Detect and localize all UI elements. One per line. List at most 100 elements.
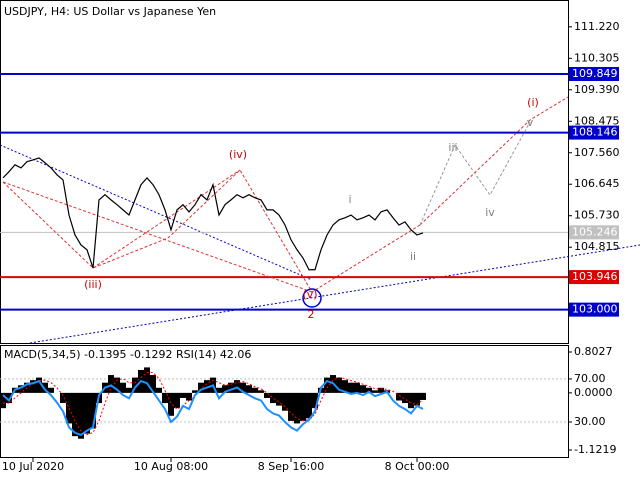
chart-title: USDJPY, H4: US Dollar vs Japanese Yen [4, 5, 216, 18]
macd-bar [78, 392, 84, 439]
wave-line [419, 121, 531, 226]
macd-bar [270, 392, 276, 404]
price-panel [0, 0, 569, 344]
wave-label: (i) [527, 96, 539, 109]
level-label: 108.146 [572, 126, 618, 139]
wave-line [92, 169, 241, 269]
wave-label: i [348, 193, 351, 206]
macd-bar [366, 387, 372, 393]
wave-label: (iv) [229, 148, 247, 161]
macd-bar [300, 392, 306, 421]
macd-bar [192, 390, 198, 393]
x-tick-label: 8 Sep 16:00 [258, 460, 324, 473]
level-label-box [569, 270, 619, 285]
price-line [2, 157, 424, 271]
wave-label: (v) [302, 288, 317, 301]
y-tick-label: 106.645 [574, 177, 620, 190]
macd-bar [132, 377, 138, 393]
macd-bar [120, 382, 126, 393]
wave-label: 2 [308, 308, 315, 321]
y-tick-label: 110.305 [574, 51, 620, 64]
macd-bar [324, 377, 330, 393]
macd-bar [180, 392, 186, 398]
macd-bar [306, 392, 312, 419]
x-tick-label: 8 Oct 00:00 [385, 460, 450, 473]
wave-label: (iii) [84, 278, 102, 291]
macd-bar [348, 382, 354, 393]
y-tick-label: 111.220 [574, 20, 620, 33]
macd-bar [198, 382, 204, 393]
macd-bar [276, 392, 282, 406]
wave-label: iv [485, 206, 495, 219]
macd-bar [282, 392, 288, 411]
macd-bar [156, 387, 162, 393]
y-tick-label: 104.815 [574, 240, 620, 253]
trend-line [0, 144, 313, 281]
y-tick-label: 0.0000 [574, 386, 613, 399]
macd-bar [360, 385, 366, 393]
macd-bar [108, 375, 114, 393]
macd-bar [18, 385, 24, 393]
macd-bar [90, 392, 96, 429]
macd-bar [264, 392, 270, 398]
macd-bar [378, 387, 384, 393]
macd-bar [42, 382, 48, 393]
macd-bar [342, 380, 348, 393]
macd-bar [150, 375, 156, 393]
y-tick-label: 105.730 [574, 209, 620, 222]
macd-bar [84, 392, 90, 434]
macd-bar [258, 390, 264, 393]
macd-bar [420, 392, 426, 400]
macd-bar [168, 392, 174, 416]
y-tick-label: 109.390 [574, 83, 620, 96]
macd-bar [0, 392, 6, 409]
wave-label: ii [410, 250, 416, 263]
level-label-box [569, 225, 619, 240]
level-label-box [569, 302, 619, 317]
macd-bar [414, 392, 420, 406]
macd-bar [60, 392, 66, 404]
level-label: 105.246 [572, 225, 618, 238]
macd-bar [114, 377, 120, 393]
macd-bar [396, 392, 402, 401]
macd-bar [66, 392, 72, 424]
level-label: 109.849 [572, 67, 618, 80]
macd-bar [240, 382, 246, 393]
macd-bar [288, 392, 294, 421]
wave-label: iii [448, 141, 457, 154]
y-tick-label: -1.1219 [574, 443, 616, 456]
macd-bar [6, 392, 12, 404]
trend-line [29, 244, 640, 344]
wave-line [419, 96, 569, 226]
macd-bar [30, 380, 36, 393]
signal-line [3, 372, 424, 436]
wave-circle [302, 288, 322, 308]
macd-bar [228, 382, 234, 393]
macd-bar [402, 392, 408, 404]
y2-tick-label: 30.00 [574, 415, 606, 428]
macd-bar [372, 390, 378, 393]
y-tick-label: 107.560 [574, 146, 620, 159]
wave-label: v [527, 116, 534, 129]
wave-line [2, 169, 421, 293]
level-label-box [569, 125, 619, 140]
x-tick-label: 10 Jul 2020 [2, 460, 64, 473]
macd-bar [216, 387, 222, 393]
macd-bar [252, 387, 258, 393]
indicator-title: MACD(5,34,5) -0.1395 -0.1292 RSI(14) 42.… [4, 348, 251, 361]
macd-bar [312, 392, 318, 409]
level-label-box [569, 67, 619, 82]
y-tick-label: 108.475 [574, 114, 620, 127]
x-tick-label: 10 Aug 08:00 [134, 460, 208, 473]
macd-bar [354, 382, 360, 393]
macd-bar [72, 392, 78, 437]
macd-bar [246, 385, 252, 393]
macd-bar [162, 392, 168, 404]
macd-bar [336, 377, 342, 393]
y2-tick-label: 70.00 [574, 372, 606, 385]
y-tick-label: 0.8027 [574, 345, 613, 358]
rsi-line [2, 379, 424, 437]
macd-bar [48, 387, 54, 393]
